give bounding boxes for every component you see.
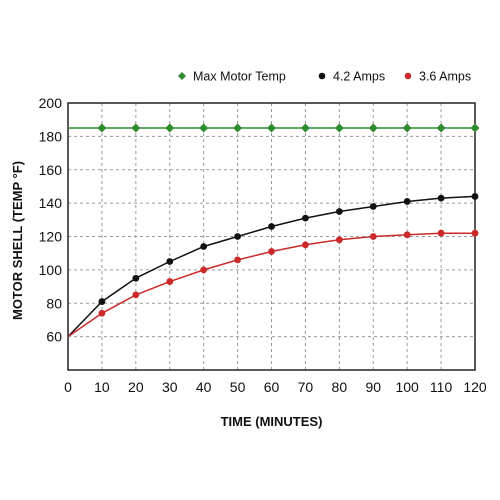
x-tick-label: 90 <box>365 379 381 395</box>
x-tick-label: 70 <box>298 379 314 395</box>
data-point <box>302 214 309 222</box>
x-tick-label: 10 <box>94 379 110 395</box>
data-point <box>368 123 378 133</box>
data-point <box>334 123 344 133</box>
data-point <box>132 274 140 282</box>
legend-label: Max Motor Temp <box>193 70 286 84</box>
x-tick-label: 0 <box>64 379 72 395</box>
legend-item: 4.2 Amps <box>318 70 385 84</box>
data-point <box>98 309 106 317</box>
legend-marker <box>318 72 326 80</box>
data-point <box>233 123 243 133</box>
data-point <box>166 258 174 265</box>
data-point <box>267 123 276 133</box>
data-point <box>200 243 208 250</box>
grid <box>68 103 475 370</box>
y-tick-label: 100 <box>39 262 63 278</box>
data-point <box>369 233 377 240</box>
y-axis-title: MOTOR SHELL (TEMP °F) <box>10 161 25 320</box>
x-tick-label: 60 <box>264 379 280 395</box>
data-point <box>403 231 411 239</box>
data-point <box>97 123 107 133</box>
x-axis-title: TIME (MINUTES) <box>221 414 323 429</box>
legend-label: 4.2 Amps <box>333 70 385 84</box>
series-3-6-amps <box>67 229 479 338</box>
data-point <box>268 248 275 255</box>
x-tick-label: 30 <box>162 379 178 395</box>
x-tick-label: 110 <box>430 379 453 395</box>
data-point <box>300 123 310 133</box>
data-point <box>437 194 445 202</box>
y-tick-label: 140 <box>39 195 63 211</box>
data-point <box>165 123 175 133</box>
x-tick-label: 20 <box>128 379 144 395</box>
x-tick-label: 100 <box>395 379 419 395</box>
tick-labels: 0 10 20 30 40 50 60 70 80 90 100 110 120 60 80 100 120 14… <box>39 95 487 395</box>
legend: Max Motor Temp 4.2 Amps 3.6 Amps <box>178 70 471 84</box>
legend-item: 3.6 Amps <box>404 70 471 84</box>
y-tick-label: 180 <box>39 128 63 144</box>
x-tick-label: 80 <box>332 379 348 395</box>
data-point <box>402 123 412 133</box>
legend-label: 3.6 Amps <box>419 70 471 84</box>
data-point <box>470 123 480 133</box>
legend-marker <box>178 72 186 80</box>
y-tick-label: 160 <box>39 162 63 178</box>
y-tick-label: 60 <box>46 329 62 345</box>
data-point <box>98 298 106 305</box>
data-point <box>200 266 208 274</box>
legend-marker <box>404 72 412 80</box>
legend-item: Max Motor Temp <box>178 70 286 84</box>
data-point <box>199 123 209 133</box>
data-point <box>268 223 275 230</box>
data-point <box>166 278 174 285</box>
data-point <box>335 208 343 215</box>
y-tick-label: 200 <box>39 95 63 111</box>
x-tick-label: 50 <box>230 379 246 395</box>
data-point <box>131 123 141 133</box>
series-4-2-amps <box>67 193 479 338</box>
data-point <box>369 203 377 210</box>
x-tick-label: 40 <box>196 379 212 395</box>
y-tick-label: 80 <box>46 295 62 311</box>
data-point <box>471 193 479 200</box>
data-point <box>335 236 343 244</box>
y-tick-label: 120 <box>39 229 63 245</box>
data-point <box>471 229 479 237</box>
data-point <box>403 198 411 205</box>
data-point <box>234 256 241 264</box>
data-point <box>436 123 446 133</box>
x-tick-label: 120 <box>463 379 487 395</box>
data-point <box>437 229 445 237</box>
data-point <box>302 241 309 249</box>
data-point <box>132 291 140 299</box>
series-max-motor-temp <box>68 123 480 133</box>
series-group <box>67 123 480 338</box>
data-point <box>234 233 241 240</box>
